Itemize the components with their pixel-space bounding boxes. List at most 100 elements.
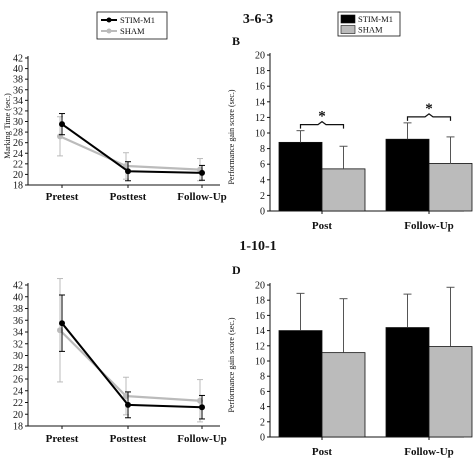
series-line bbox=[59, 329, 201, 402]
y-tick-label: 30 bbox=[13, 117, 23, 128]
bar bbox=[321, 168, 366, 212]
series-sham bbox=[57, 278, 203, 423]
y-tick-label: 0 bbox=[260, 433, 265, 444]
panel-label: B bbox=[232, 34, 240, 48]
y-tick-label: 34 bbox=[13, 328, 23, 339]
y-tick-label: 14 bbox=[255, 326, 265, 337]
x-tick-label: Pretest bbox=[46, 191, 79, 203]
y-tick-label: 12 bbox=[255, 341, 265, 352]
significance-marker: * bbox=[425, 101, 433, 117]
series-line bbox=[61, 322, 203, 409]
x-tick-label: Pretest bbox=[46, 433, 79, 445]
chart-panel-b: 0 2 4 6 8 10 12 14 16 18 20 Performance gain score … bbox=[227, 11, 473, 232]
row-title-bottom: 1-10-1 bbox=[239, 239, 276, 254]
y-tick-label: 0 bbox=[260, 207, 265, 218]
significance-bracket bbox=[299, 120, 345, 129]
y-tick-label: 32 bbox=[13, 106, 23, 117]
legend-label: STIM-M1 bbox=[120, 15, 155, 25]
data-point bbox=[199, 169, 205, 176]
y-tick-label: 20 bbox=[13, 410, 23, 421]
y-tick-label: 34 bbox=[13, 96, 23, 107]
x-tick-label: Posttest bbox=[110, 433, 147, 445]
x-tick-label: Follow-Up bbox=[404, 446, 454, 458]
y-tick-label: 2 bbox=[260, 417, 265, 428]
y-tick-label: 4 bbox=[260, 175, 265, 186]
y-axis-title: Marking Time (sec.) bbox=[3, 93, 12, 159]
y-tick-label: 20 bbox=[255, 281, 265, 292]
data-point bbox=[59, 320, 65, 327]
y-tick-label: 16 bbox=[255, 311, 265, 322]
legend-swatch bbox=[340, 25, 356, 34]
y-tick-label: 14 bbox=[255, 97, 265, 108]
legend-marker bbox=[106, 17, 112, 23]
y-tick-label: 10 bbox=[255, 129, 265, 140]
y-tick-label: 4 bbox=[260, 402, 265, 413]
y-tick-label: 38 bbox=[13, 304, 23, 315]
legend-label: SHAM bbox=[120, 26, 145, 36]
y-tick-label: 6 bbox=[260, 387, 265, 398]
data-point bbox=[59, 121, 65, 128]
y-tick-label: 30 bbox=[13, 351, 23, 362]
chart-panel-d: 0 2 4 6 8 10 12 14 16 18 20 Performance gain score … bbox=[227, 263, 473, 458]
y-tick-label: 40 bbox=[13, 64, 23, 75]
y-tick-label: 6 bbox=[260, 160, 265, 171]
bar bbox=[385, 138, 430, 212]
y-tick-label: 8 bbox=[260, 372, 265, 383]
y-tick-label: 18 bbox=[13, 181, 23, 192]
y-tick-label: 18 bbox=[255, 296, 265, 307]
y-tick-label: 24 bbox=[13, 149, 23, 160]
y-tick-label: 18 bbox=[13, 422, 23, 433]
x-tick-label: Follow-Up bbox=[177, 191, 227, 203]
x-tick-label: Posttest bbox=[110, 191, 147, 203]
y-tick-label: 18 bbox=[255, 66, 265, 77]
data-point bbox=[125, 168, 131, 175]
x-tick-label: Post bbox=[312, 446, 333, 458]
bar bbox=[278, 330, 323, 438]
legend-marker bbox=[106, 28, 112, 34]
legend-label: SHAM bbox=[358, 25, 383, 35]
panel-label: D bbox=[232, 263, 241, 277]
data-point bbox=[199, 404, 205, 411]
y-tick-label: 2 bbox=[260, 191, 265, 202]
series-stim-m1 bbox=[59, 294, 205, 420]
y-tick-label: 36 bbox=[13, 316, 23, 327]
y-tick-label: 12 bbox=[255, 113, 265, 124]
bar bbox=[278, 141, 323, 212]
y-tick-label: 20 bbox=[13, 170, 23, 181]
y-tick-label: 24 bbox=[13, 386, 23, 397]
x-tick-label: Follow-Up bbox=[177, 433, 227, 445]
y-axis-title: Performance gain score (sec.) bbox=[227, 317, 236, 412]
y-tick-label: 28 bbox=[13, 363, 23, 374]
y-tick-label: 42 bbox=[13, 54, 23, 65]
y-tick-label: 20 bbox=[255, 51, 265, 62]
y-tick-label: 26 bbox=[13, 375, 23, 386]
data-point bbox=[125, 401, 131, 408]
bar bbox=[385, 327, 430, 438]
legend-box bbox=[96, 11, 168, 40]
bar bbox=[428, 346, 473, 438]
series-line bbox=[59, 135, 201, 171]
y-tick-label: 32 bbox=[13, 339, 23, 350]
significance-marker: * bbox=[318, 109, 326, 125]
y-tick-label: 16 bbox=[255, 82, 265, 93]
y-tick-label: 42 bbox=[13, 281, 23, 292]
y-tick-label: 10 bbox=[255, 357, 265, 368]
y-tick-label: 28 bbox=[13, 128, 23, 139]
legend-swatch bbox=[340, 14, 356, 24]
x-tick-label: Follow-Up bbox=[404, 220, 454, 232]
significance-bracket bbox=[406, 113, 452, 121]
row-title-top: 3-6-3 bbox=[243, 12, 273, 27]
y-axis-title: Performance gain score (sec.) bbox=[227, 89, 236, 184]
x-tick-label: Post bbox=[312, 220, 333, 232]
y-tick-label: 40 bbox=[13, 292, 23, 303]
y-tick-label: 38 bbox=[13, 75, 23, 86]
y-tick-label: 22 bbox=[13, 398, 23, 409]
y-tick-label: 36 bbox=[13, 85, 23, 96]
bar bbox=[321, 352, 366, 438]
